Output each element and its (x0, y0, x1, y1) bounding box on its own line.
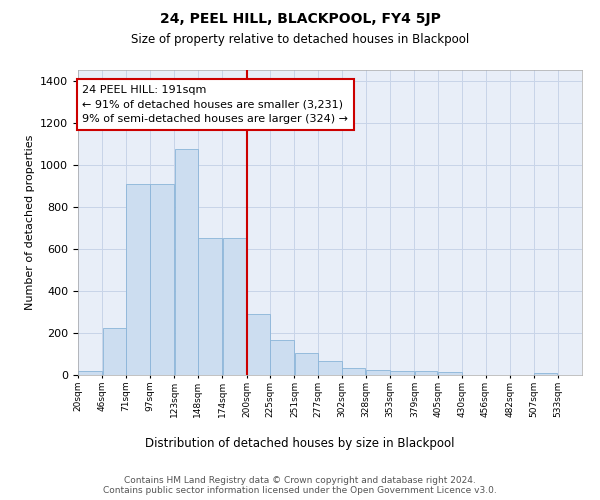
Text: Contains HM Land Registry data © Crown copyright and database right 2024.
Contai: Contains HM Land Registry data © Crown c… (103, 476, 497, 496)
Bar (415, 371, 437, 375)
Bar (126, 184, 150, 375)
Bar (318, 362, 342, 375)
Bar (535, 373, 557, 375)
Bar (78, 371, 102, 375)
Bar (270, 340, 294, 375)
Bar (175, 149, 197, 375)
Bar (295, 353, 317, 375)
Text: 24, PEEL HILL, BLACKPOOL, FY4 5JP: 24, PEEL HILL, BLACKPOOL, FY4 5JP (160, 12, 440, 26)
Bar (438, 372, 462, 375)
Bar (366, 370, 390, 375)
Bar (343, 368, 365, 375)
Bar (198, 238, 222, 375)
Bar (223, 238, 247, 375)
Text: Distribution of detached houses by size in Blackpool: Distribution of detached houses by size … (145, 438, 455, 450)
Y-axis label: Number of detached properties: Number of detached properties (25, 135, 35, 310)
Text: 24 PEEL HILL: 191sqm
← 91% of detached houses are smaller (3,231)
9% of semi-det: 24 PEEL HILL: 191sqm ← 91% of detached h… (82, 84, 348, 124)
Bar (103, 328, 125, 375)
Text: Size of property relative to detached houses in Blackpool: Size of property relative to detached ho… (131, 32, 469, 46)
Bar (151, 184, 174, 375)
Bar (247, 314, 270, 375)
Bar (390, 371, 414, 375)
